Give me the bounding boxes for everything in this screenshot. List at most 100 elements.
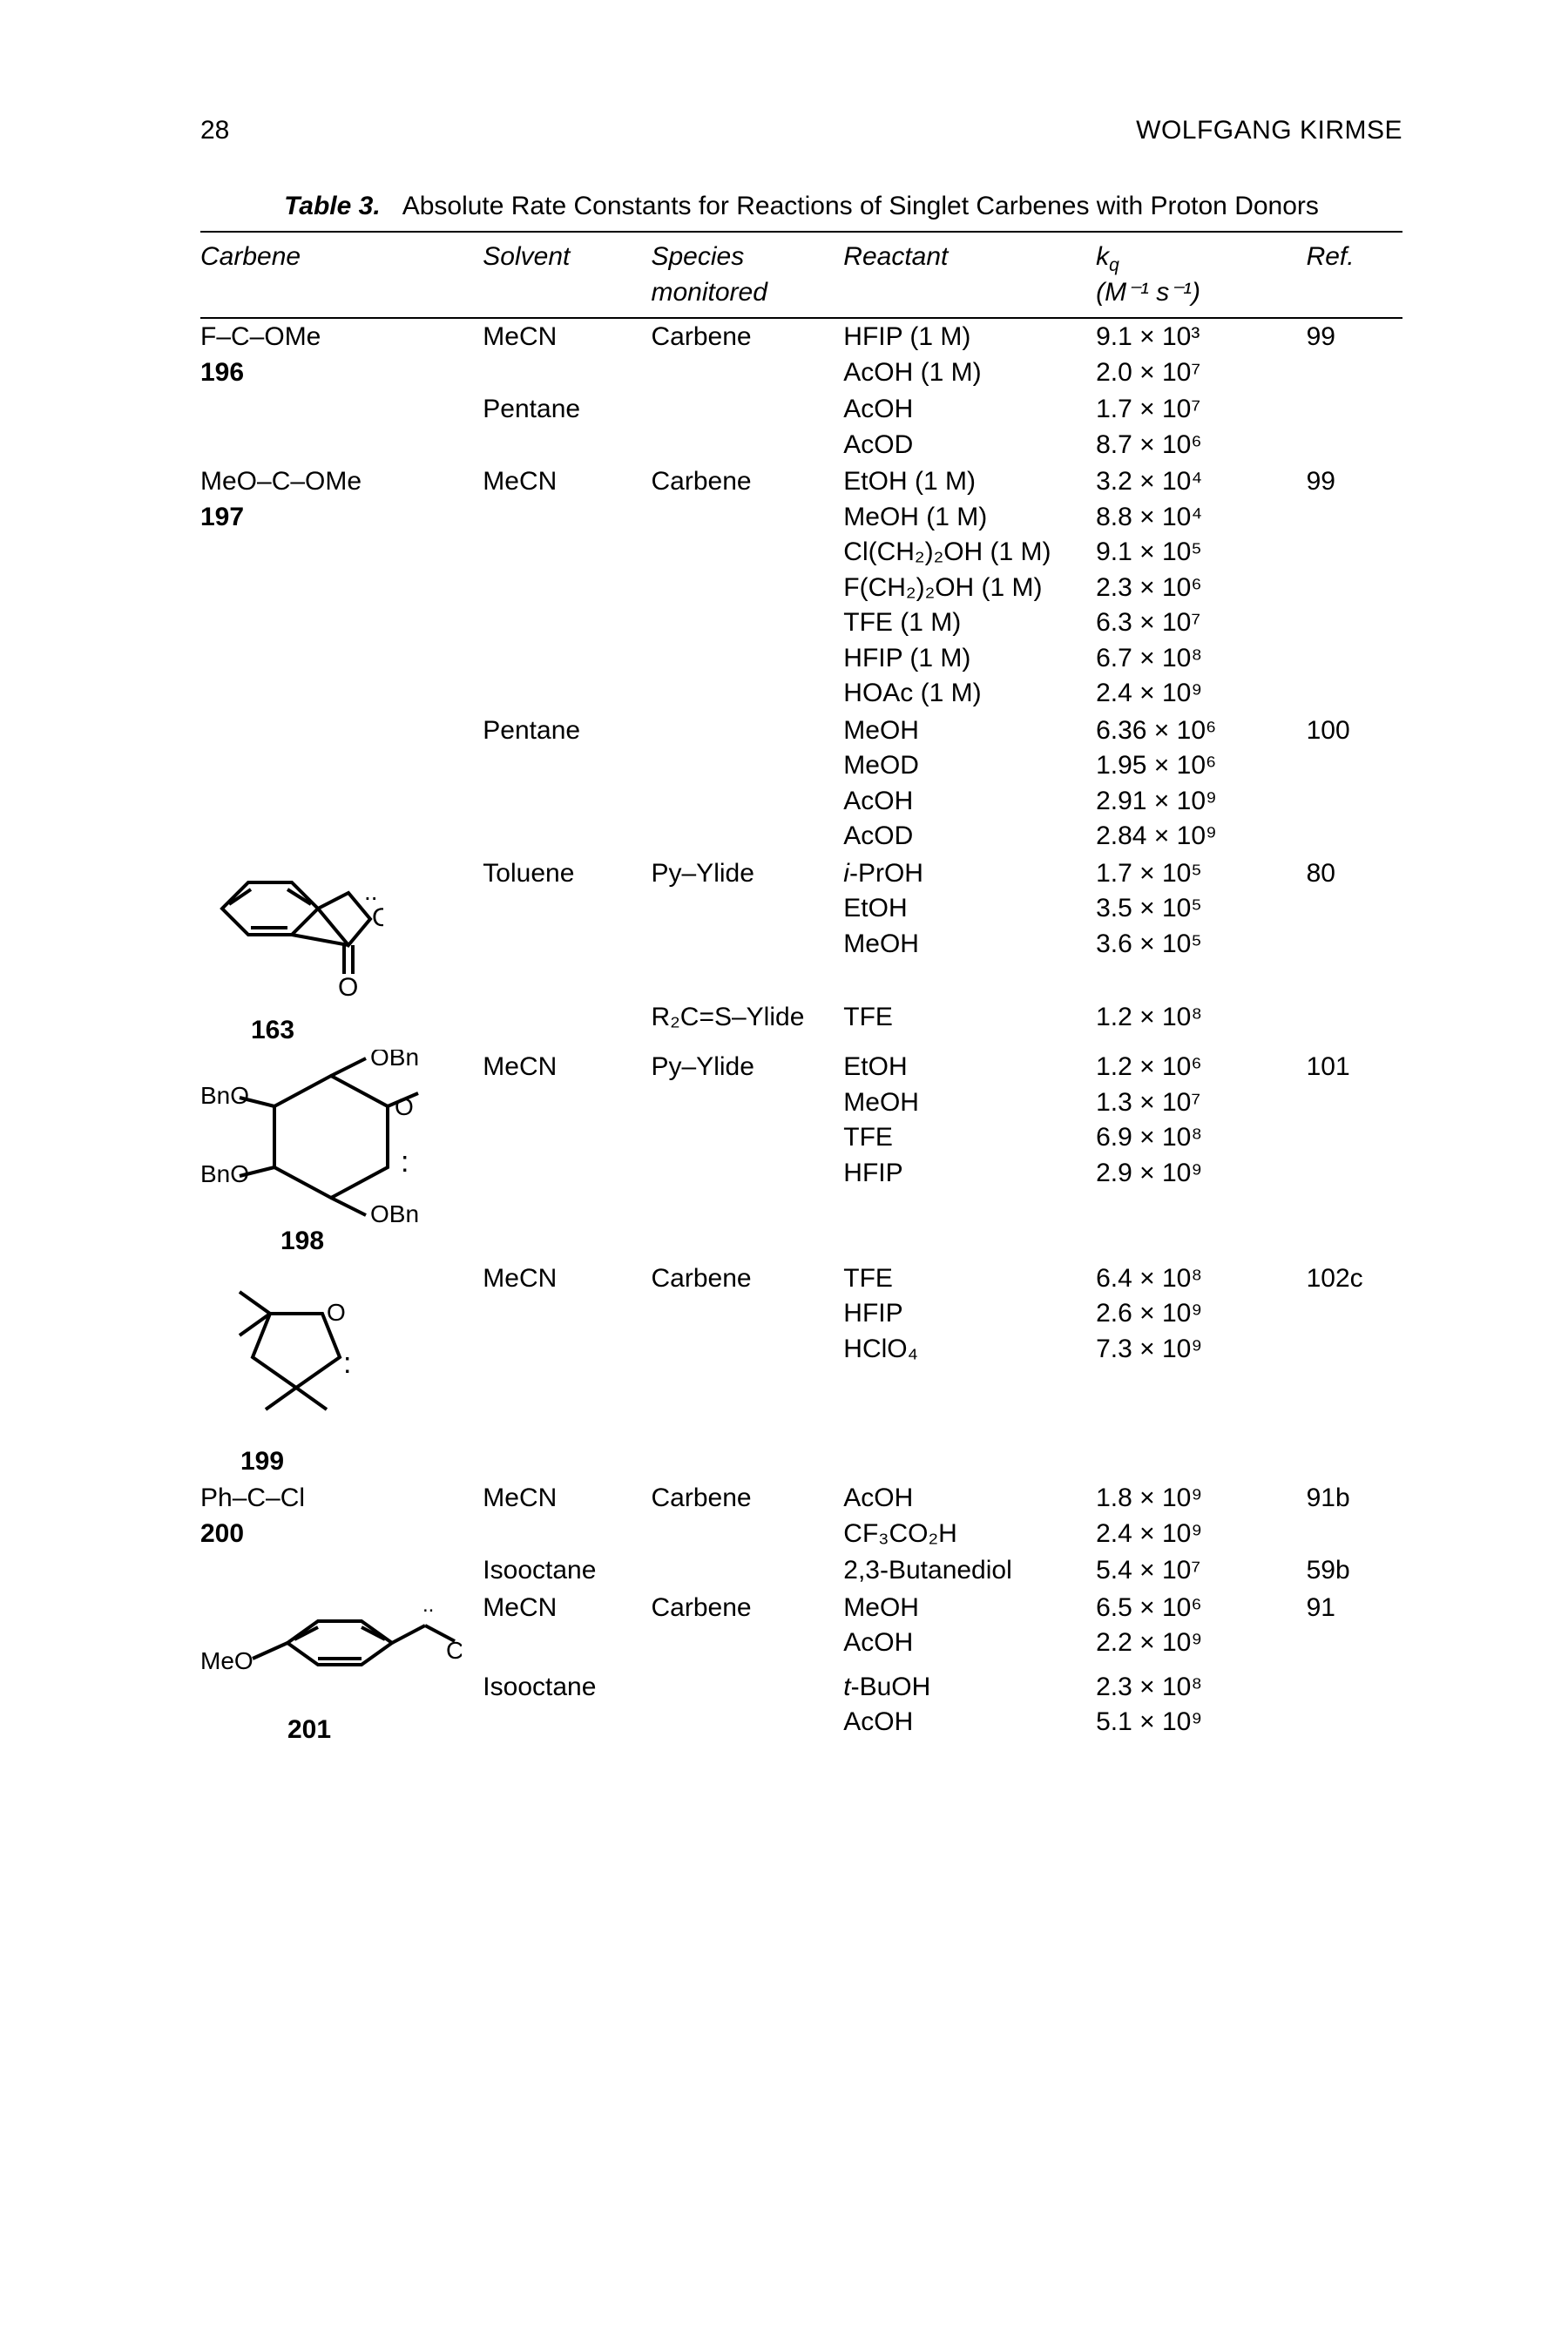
kq-value: 7.3 × 10⁹ [1096,1335,1202,1363]
reactant: AcOH (1 M) [843,358,981,387]
ref-cell: 91b [1307,1480,1402,1552]
reactant-cell: TFE [843,999,1096,1049]
label: Cl [446,1637,462,1664]
reactant: HFIP [843,1159,902,1187]
table-row: .. O O 163 Toluene Py–Ylide i-PrOH EtOH … [200,855,1402,1000]
caption-text: Absolute Rate Constants for Reactions of… [402,192,1319,220]
carbene-cell: .. O O 163 [200,855,483,1050]
kq-cell: 2.3 × 10⁸ 5.1 × 10⁹ [1096,1669,1307,1748]
species-cell: Carbene [651,1590,843,1669]
kq-value: 1.3 × 10⁷ [1096,1088,1200,1117]
kq-cell: 1.7 × 10⁷ 8.7 × 10⁶ [1096,391,1307,463]
reactant: MeOH [843,929,919,958]
structure-198: OBn BnO BnO OBn O : [200,1050,462,1224]
carbene-number: 163 [200,1013,477,1049]
table-row: Pentane AcOH AcOD 1.7 × 10⁷ 8.7 × 10⁶ [200,391,1402,463]
svg-text:O: O [372,903,383,932]
solvent-cell: MeCN [483,1590,651,1669]
kq-value: 5.1 × 10⁹ [1096,1707,1202,1736]
species-cell: Py–Ylide [651,855,843,1000]
kq-value: 1.7 × 10⁷ [1096,395,1200,423]
col-ref: Ref. [1307,232,1402,318]
kq-value: 2.9 × 10⁹ [1096,1159,1202,1187]
kq-value: 6.7 × 10⁸ [1096,644,1202,672]
kq-value: 2.3 × 10⁶ [1096,573,1202,602]
label: OBn [370,1050,419,1071]
kq-cell: 5.4 × 10⁷ [1096,1552,1307,1590]
kq-value: 6.9 × 10⁸ [1096,1123,1202,1152]
svg-text::: : [401,1146,409,1179]
reactant: MeOH (1 M) [843,503,987,531]
carbene-number: 196 [200,358,244,387]
carbene-number: 201 [200,1713,477,1748]
kq-value: 2.0 × 10⁷ [1096,358,1200,387]
carbene-cell: MeO–C–OMe 197 [200,463,483,713]
kq-cell: 6.4 × 10⁸ 2.6 × 10⁹ 7.3 × 10⁹ [1096,1260,1307,1481]
label: MeO [200,1647,253,1674]
carbene-formula: F–C–OMe [200,322,321,351]
kq-value: 2.84 × 10⁹ [1096,821,1217,850]
reactant: Cl(CH₂)₂OH (1 M) [843,537,1051,566]
table-row: Pentane MeOH MeOD AcOH AcOD 6.36 × 10⁶ 1… [200,713,1402,855]
svg-text::: : [343,1347,351,1380]
carbene-cell: F–C–OMe 196 [200,318,483,391]
reactant: MeOH [843,1593,919,1622]
reactant: MeOD [843,751,919,780]
ref-cell: 91 [1307,1590,1402,1669]
label: BnO [200,1082,249,1109]
col-solvent: Solvent [483,232,651,318]
ref-cell: 80 [1307,855,1402,1000]
solvent-cell: Isooctane [483,1552,651,1590]
solvent-cell: Pentane [483,713,651,855]
reactant-cell: AcOH AcOD [843,391,1096,463]
reactant: HClO₄ [843,1335,918,1363]
kq-value: 3.6 × 10⁵ [1096,929,1202,958]
structure-201: .. Cl MeO [200,1591,462,1713]
page-number: 28 [200,113,229,149]
kq-cell: 1.7 × 10⁵ 3.5 × 10⁵ 3.6 × 10⁵ [1096,855,1307,1000]
table-row: F–C–OMe 196 MeCN Carbene HFIP (1 M) AcOH… [200,318,1402,391]
kq-value: 2.3 × 10⁸ [1096,1673,1202,1701]
kq-cell: 6.5 × 10⁶ 2.2 × 10⁹ [1096,1590,1307,1669]
table-row: OBn BnO BnO OBn O : 198 MeCN Py–Ylide Et… [200,1049,1402,1260]
ref-cell: 99 [1307,318,1402,391]
reactant: HFIP (1 M) [843,644,970,672]
kq-value: 1.8 × 10⁹ [1096,1484,1202,1512]
kq-cell: 1.2 × 10⁸ [1096,999,1307,1049]
table-caption: Table 3. Absolute Rate Constants for Rea… [200,189,1402,225]
kq-value: 6.5 × 10⁶ [1096,1593,1202,1622]
table-row: Isooctane 2,3-Butanediol 5.4 × 10⁷ 59b [200,1552,1402,1590]
svg-text:..: .. [364,878,378,905]
species-cell: Py–Ylide [651,1049,843,1260]
carbene-cell: .. Cl MeO 201 [200,1590,483,1749]
svg-text:..: .. [422,1593,434,1617]
carbene-number: 199 [200,1444,477,1480]
carbene-number: 200 [200,1519,244,1548]
kq-value: 6.36 × 10⁶ [1096,716,1216,745]
carbene-number: 197 [200,503,244,531]
reactant: AcOH [843,787,913,815]
reactant-cell: EtOH MeOH TFE HFIP [843,1049,1096,1260]
reactant: TFE (1 M) [843,608,961,637]
structure-163: .. O O [200,856,383,1013]
reactant-cell: AcOH CF₃CO₂H [843,1480,1096,1552]
col-species: Species monitored [651,232,843,318]
kq-value: 9.1 × 10⁵ [1096,537,1202,566]
col-reactant: Reactant [843,232,1096,318]
kq-value: 1.95 × 10⁶ [1096,751,1216,780]
reactant: HOAc (1 M) [843,679,981,707]
label: BnO [200,1160,249,1187]
table-row: O : 199 MeCN Carbene TFE HFIP HClO₄ 6.4 … [200,1260,1402,1481]
col-kq: kq (M⁻¹ s⁻¹) [1096,232,1307,318]
structure-199: O : [200,1261,366,1444]
reactant: AcOD [843,821,913,850]
kq-value: 2.6 × 10⁹ [1096,1299,1202,1328]
kq-value: 3.2 × 10⁴ [1096,467,1202,496]
col-species-l2: monitored [651,275,838,311]
solvent-cell: MeCN [483,1049,651,1260]
table-row: Ph–C–Cl 200 MeCN Carbene AcOH CF₃CO₂H 1.… [200,1480,1402,1552]
species-cell: Carbene [651,1260,843,1481]
ref-cell: 102c [1307,1260,1402,1481]
kq-cell: 3.2 × 10⁴ 8.8 × 10⁴ 9.1 × 10⁵ 2.3 × 10⁶ … [1096,463,1307,713]
kq-sub: q [1109,255,1119,275]
